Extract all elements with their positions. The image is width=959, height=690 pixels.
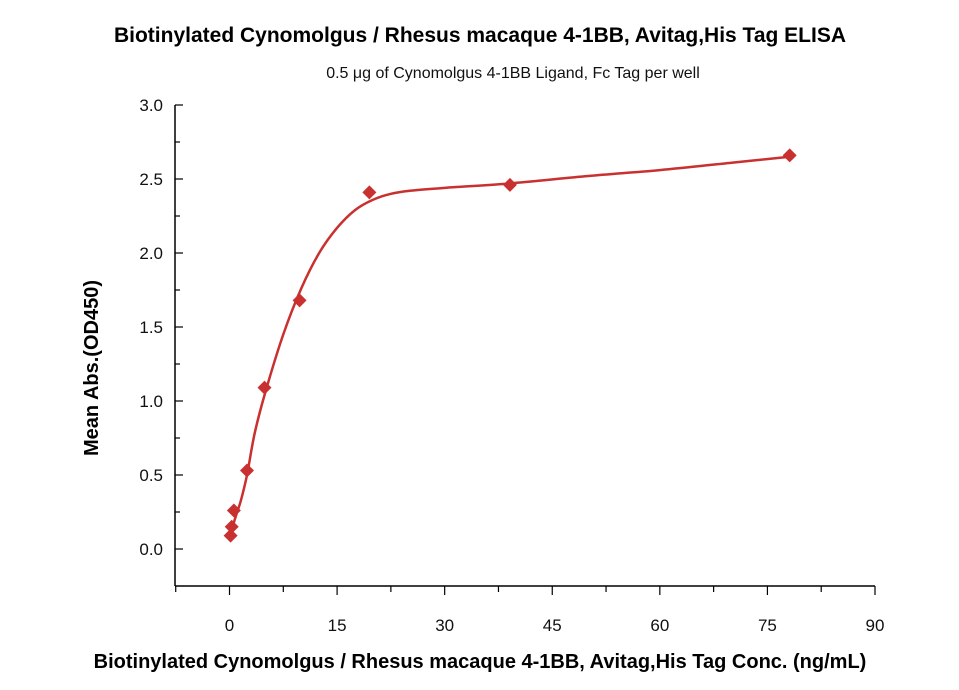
x-axis-label: Biotinylated Cynomolgus / Rhesus macaque… bbox=[94, 651, 867, 673]
x-tick-label: 45 bbox=[543, 616, 562, 635]
data-point bbox=[223, 528, 238, 543]
x-tick-label: 90 bbox=[866, 616, 885, 635]
data-point bbox=[362, 185, 377, 200]
data-point bbox=[257, 380, 272, 395]
y-tick-label: 0.0 bbox=[139, 540, 163, 559]
data-point bbox=[502, 177, 517, 192]
y-tick-label: 1.0 bbox=[139, 392, 163, 411]
y-tick-label: 1.5 bbox=[139, 318, 163, 337]
chart-title: Biotinylated Cynomolgus / Rhesus macaque… bbox=[114, 24, 846, 47]
y-tick-label: 0.5 bbox=[139, 466, 163, 485]
data-point bbox=[240, 463, 255, 478]
fit-curve bbox=[229, 155, 790, 539]
data-point bbox=[224, 519, 239, 534]
chart-subtitle: 0.5 μg of Cynomolgus 4-1BB Ligand, Fc Ta… bbox=[326, 65, 700, 82]
x-tick-label: 60 bbox=[650, 616, 669, 635]
x-tick-label: 15 bbox=[328, 616, 347, 635]
y-tick-label: 2.5 bbox=[139, 170, 163, 189]
x-tick-label: 75 bbox=[758, 616, 777, 635]
y-axis-label: Mean Abs.(OD450) bbox=[81, 280, 103, 456]
x-tick-label: 30 bbox=[435, 616, 454, 635]
data-point bbox=[226, 503, 241, 518]
y-tick-label: 3.0 bbox=[139, 96, 163, 115]
x-tick-label: 0 bbox=[225, 616, 234, 635]
y-tick-label: 2.0 bbox=[139, 244, 163, 263]
data-point bbox=[292, 293, 307, 308]
data-point bbox=[782, 148, 797, 163]
